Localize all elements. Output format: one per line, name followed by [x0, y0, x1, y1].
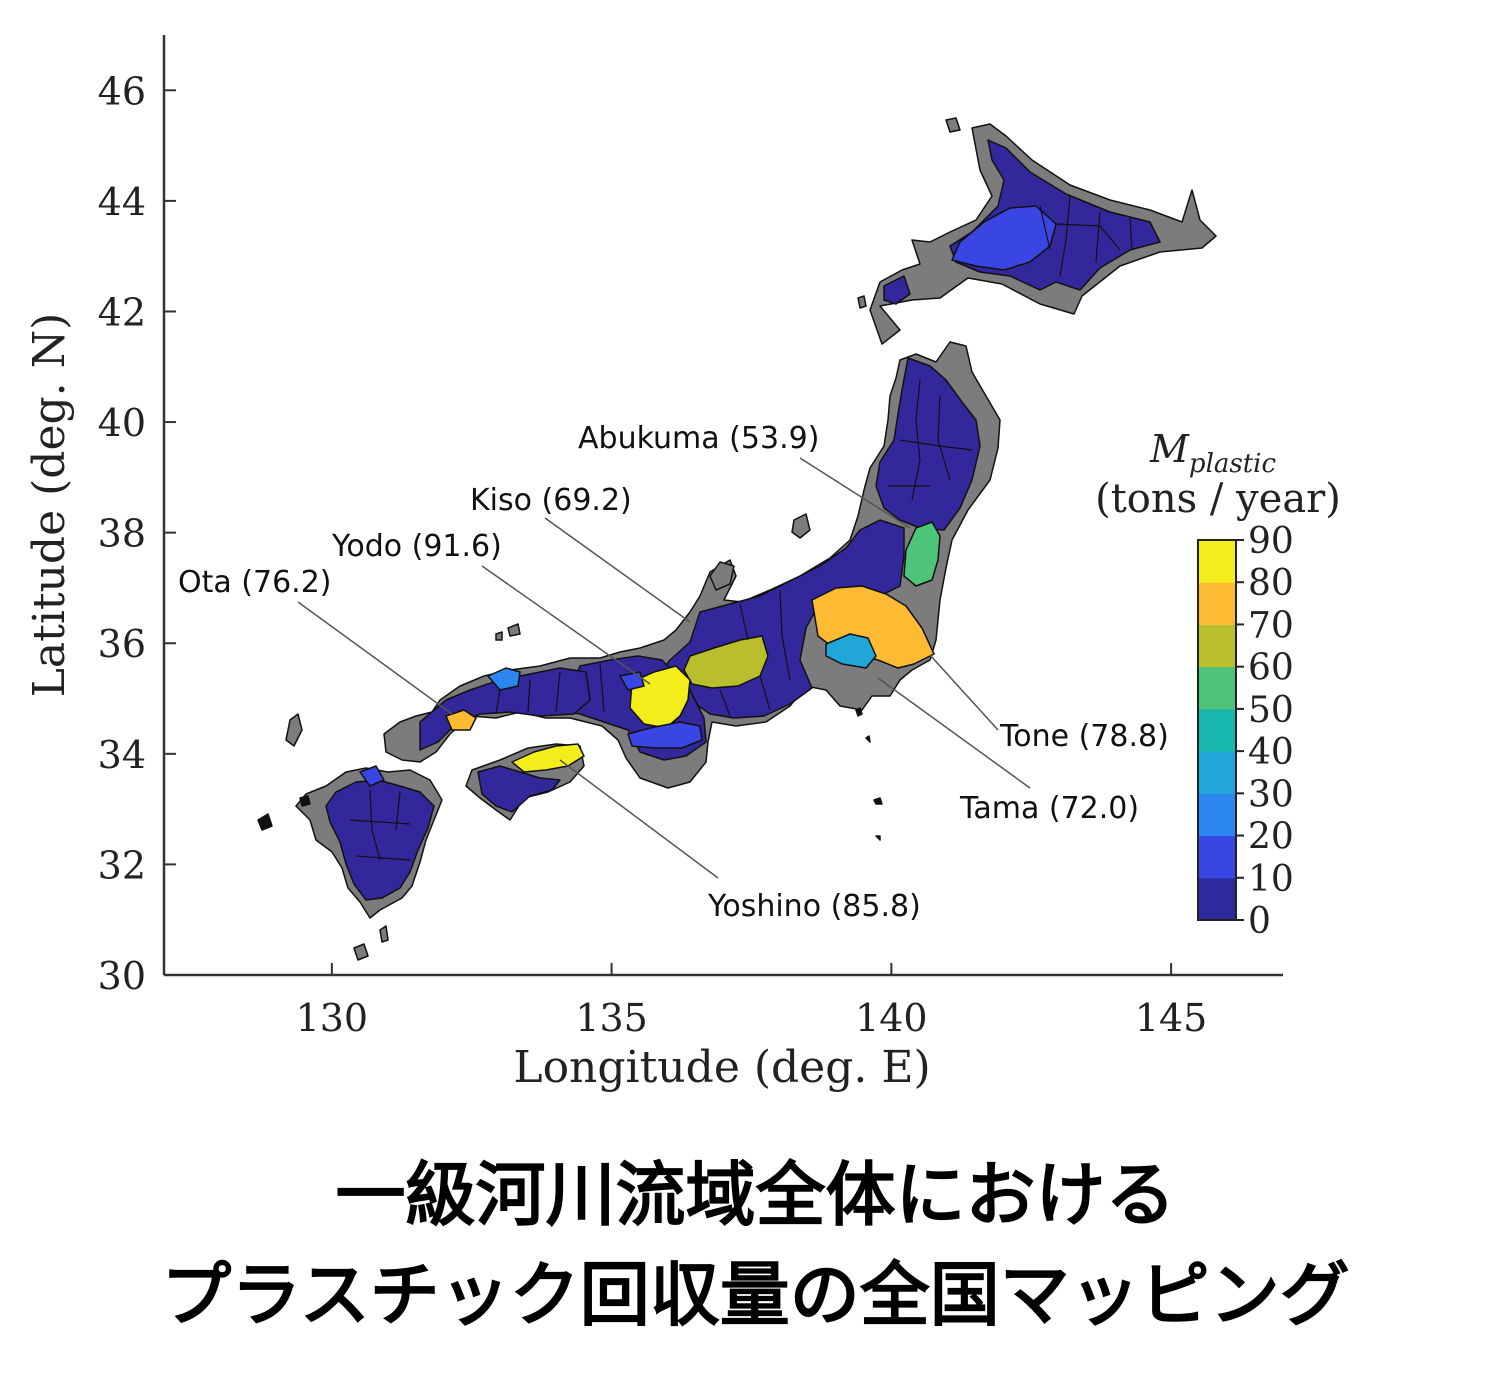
y-tick-label: 34: [98, 733, 146, 777]
yodo-basin: [629, 665, 691, 729]
tama-basin: [825, 633, 877, 669]
satsuma-islands: [353, 925, 389, 961]
honshu-basin-lines: [495, 379, 973, 717]
chugoku-basins: [419, 667, 591, 751]
caption-line-1: 一級河川流域全体における: [335, 1154, 1176, 1236]
honshu: [383, 341, 1001, 841]
leader-line-tama: [877, 677, 1031, 789]
y-axis-label: Latitude (deg. N): [24, 313, 75, 698]
okushiri-island: [857, 295, 867, 309]
rishiri-island: [945, 117, 961, 133]
sendai-basin: [619, 671, 645, 691]
leader-line-tone: [929, 654, 999, 731]
y-tick-label: 30: [98, 954, 146, 998]
kyushu-blue-basin: [359, 765, 385, 787]
colorbar-block: [1198, 877, 1236, 921]
noto-peninsula: [709, 561, 735, 591]
hokkaido-basin-lines: [1039, 195, 1133, 277]
japan-map: [257, 117, 1217, 961]
colorbar-title-main: M: [1149, 427, 1190, 471]
colorbar-tick-label: 50: [1248, 690, 1294, 731]
colorbar-frame: [1197, 539, 1237, 921]
colorbar-tick-label: 60: [1248, 648, 1294, 689]
izu-islands: [855, 707, 883, 841]
oki-islands: [495, 623, 521, 641]
colorbar-title-subscript: plastic: [1189, 449, 1277, 479]
colorbar-tick-label: 0: [1248, 901, 1271, 942]
sado-island: [791, 513, 811, 539]
colorbar-tick-label: 90: [1248, 521, 1294, 562]
tsushima-island: [285, 713, 303, 747]
leader-line-yoshino: [559, 759, 719, 879]
y-tick-label: 38: [98, 512, 146, 556]
colorbar-block: [1198, 666, 1236, 710]
leader-line-kiso: [544, 517, 691, 623]
leader-line-abukuma: [799, 457, 911, 529]
y-tick-label: 32: [98, 843, 146, 887]
kyushu: [257, 713, 443, 961]
colorbar-block: [1198, 582, 1236, 625]
leader-line-yodo: [481, 565, 651, 685]
kinokawa-basin: [627, 721, 703, 749]
shikoku: [465, 743, 585, 821]
caption-line-2: プラスチック回収量の全国マッピング: [161, 1254, 1350, 1336]
shikoku-basins: [477, 765, 561, 813]
y-tick-label: 40: [98, 401, 146, 445]
river-label-yoshino: Yoshino (85.8): [707, 889, 921, 924]
abukuma-basin: [903, 521, 941, 587]
goto-islands: [257, 795, 311, 831]
ota-basin: [445, 709, 477, 731]
kyushu-basins: [325, 779, 435, 901]
kyushu-basin-lines: [349, 789, 411, 861]
colorbar-tick-label: 40: [1248, 732, 1294, 773]
river-labels: Abukuma (53.9) Kiso (69.2) Yodo (91.6)Ota …: [178, 421, 1169, 924]
colorbar-tick-label: 20: [1248, 817, 1294, 858]
x-axis-label: Longitude (deg. E): [513, 1042, 930, 1093]
colorbar-tick-label: 80: [1248, 563, 1294, 604]
colorbar-tick-label: 30: [1248, 774, 1294, 815]
colorbar-block: [1198, 793, 1236, 837]
colorbar-block: [1198, 540, 1236, 583]
y-tick-label: 44: [98, 180, 146, 224]
gonokawa-basin: [487, 667, 521, 691]
river-label-tone: Tone (78.8): [999, 719, 1169, 754]
river-label-tama: Tama (72.0): [959, 791, 1139, 826]
colorbar-block: [1198, 835, 1236, 879]
x-tick-label: 145: [1135, 996, 1208, 1040]
colorbar-block: [1198, 624, 1236, 668]
leader-line-ota: [297, 601, 453, 715]
colorbar-block: [1198, 708, 1236, 752]
x-tick-label: 130: [296, 996, 369, 1040]
y-axis-ticks: 30 32 34 36 38 40 42 44 46: [98, 69, 176, 998]
axes-frame: [162, 35, 1283, 977]
y-tick-label: 42: [98, 290, 146, 334]
x-axis-ticks: 130 135 140 145: [296, 963, 1208, 1040]
colorbar-unit: (tons / year): [1095, 476, 1341, 522]
colorbar-tick-label: 70: [1248, 605, 1294, 646]
colorbar-block: [1198, 751, 1236, 794]
river-label-ota: Ota (76.2): [178, 565, 332, 600]
map-figure: 30 32 34 36 38 40 42 44 46 130 135 140 145 Latitude…: [24, 35, 1341, 1093]
hokkaido: [857, 117, 1217, 345]
river-label-abukuma: Abukuma (53.9): [578, 421, 819, 456]
river-label-yodo: Yodo (91.6): [331, 529, 502, 564]
x-tick-label: 140: [855, 996, 928, 1040]
x-tick-label: 135: [575, 996, 648, 1040]
river-label-kiso: Kiso (69.2): [470, 483, 632, 518]
colorbar-title: Mplastic: [1149, 427, 1276, 479]
y-tick-label: 36: [98, 622, 146, 666]
leader-lines: [297, 457, 1031, 879]
y-tick-label: 46: [98, 69, 146, 113]
hokkaido-southwest-basin: [883, 275, 911, 305]
colorbar-tick-label: 10: [1248, 859, 1294, 900]
ishikari-basin: [951, 205, 1057, 271]
colorbar-blocks: [1198, 540, 1236, 921]
